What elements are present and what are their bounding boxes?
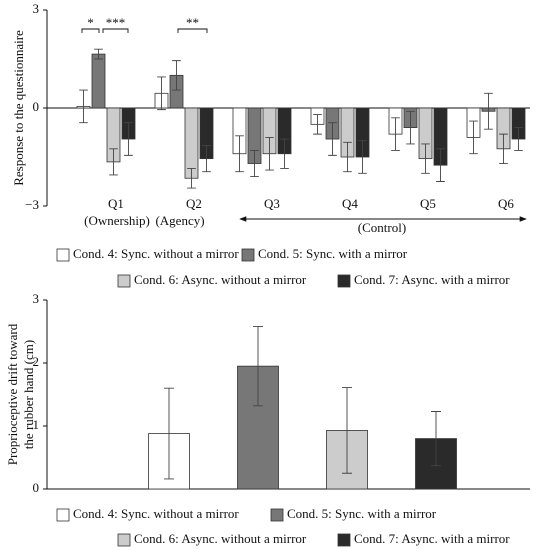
bar xyxy=(91,53,106,109)
error-bar xyxy=(431,411,441,467)
legend-swatch xyxy=(270,508,284,522)
legend-label: Cond. 7: Async. with a mirror xyxy=(354,531,510,546)
legend-swatch xyxy=(241,248,255,262)
y-axis-label: Proprioceptive drift toward xyxy=(5,323,20,465)
error-bar xyxy=(253,326,263,407)
error-bar xyxy=(280,138,289,169)
x-tick-label: Q5 xyxy=(420,196,436,211)
error-bar xyxy=(235,135,244,173)
legend-label: Cond. 6: Async. without a mirror xyxy=(134,531,307,546)
bar xyxy=(184,107,199,179)
group-label: (Ownership) xyxy=(84,213,150,228)
legend-label: Cond. 4: Sync. without a mirror xyxy=(73,506,239,521)
error-bar xyxy=(391,117,400,151)
legend-swatch xyxy=(56,248,70,262)
legend-label: Cond. 5: Sync. with a mirror xyxy=(258,246,408,261)
legend-label: Cond. 5: Sync. with a mirror xyxy=(287,506,437,521)
error-bar xyxy=(109,148,118,176)
error-bar xyxy=(164,387,174,480)
error-bar xyxy=(469,120,478,155)
error-bar xyxy=(342,387,352,474)
legend-swatch xyxy=(56,508,70,522)
error-bar xyxy=(343,141,352,173)
legend-label: Cond. 6: Async. without a mirror xyxy=(134,272,307,287)
x-tick-label: Q1 xyxy=(108,196,124,211)
error-bar xyxy=(79,89,88,124)
error-bar xyxy=(265,136,274,171)
group-label: (Agency) xyxy=(155,213,204,228)
legend-swatch xyxy=(117,274,131,288)
error-bar xyxy=(514,127,523,151)
error-bar xyxy=(421,143,430,174)
error-bar xyxy=(172,60,181,91)
significance-bracket xyxy=(177,28,208,33)
y-tick-label: 3 xyxy=(33,291,40,306)
error-bar xyxy=(328,122,337,156)
error-bar xyxy=(358,140,367,174)
y-tick-label: 1 xyxy=(33,417,40,432)
x-tick-label: Q2 xyxy=(186,196,202,211)
error-bar xyxy=(94,48,103,60)
error-bar xyxy=(250,150,259,178)
legend-swatch xyxy=(337,274,351,288)
x-tick-label: Q4 xyxy=(342,196,358,211)
legend-swatch xyxy=(117,533,131,547)
y-axis-label: Response to the questionnaire xyxy=(11,30,26,186)
significance-bracket xyxy=(102,28,129,33)
y-tick-label: −3 xyxy=(25,197,39,212)
error-bar xyxy=(187,167,196,189)
error-bar xyxy=(124,122,133,156)
x-tick-label: Q3 xyxy=(264,196,280,211)
error-bar xyxy=(484,92,493,130)
significance-label: ** xyxy=(186,15,199,30)
significance-label: * xyxy=(87,15,94,30)
error-bar xyxy=(436,148,445,182)
error-bar xyxy=(499,133,508,164)
error-bar xyxy=(157,76,166,111)
x-tick-label: Q6 xyxy=(498,196,514,211)
group-label: (Control) xyxy=(358,220,406,235)
error-bar xyxy=(406,110,415,145)
error-bar xyxy=(202,145,211,173)
error-bar xyxy=(313,114,322,135)
y-tick-label: 2 xyxy=(33,354,40,369)
significance-label: *** xyxy=(106,15,126,30)
y-tick-label: 0 xyxy=(33,99,40,114)
y-tick-label: 0 xyxy=(33,480,40,495)
legend-label: Cond. 7: Async. with a mirror xyxy=(354,272,510,287)
y-tick-label: 3 xyxy=(33,1,40,16)
significance-bracket xyxy=(81,28,100,33)
legend-label: Cond. 4: Sync. without a mirror xyxy=(73,246,239,261)
legend-swatch xyxy=(337,533,351,547)
y-axis-label: the rubber hand (cm) xyxy=(21,340,36,449)
